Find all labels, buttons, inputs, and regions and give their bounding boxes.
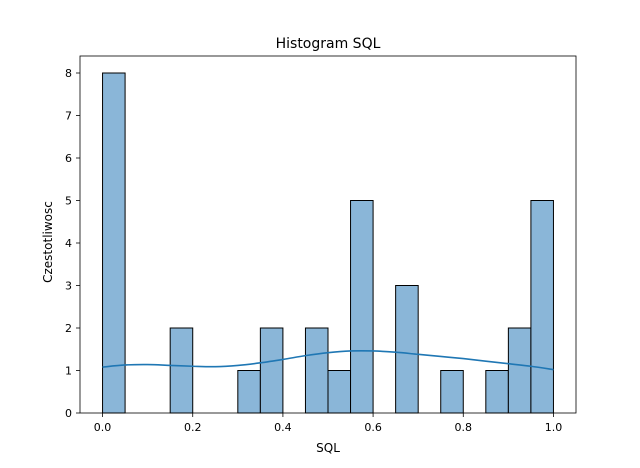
x-tick-label: 1.0 [545, 421, 563, 434]
y-tick-label: 2 [65, 322, 72, 335]
histogram-bar [237, 370, 261, 414]
histogram-bar [395, 285, 419, 414]
histogram-bar [440, 370, 464, 414]
x-axis-label: SQL [316, 441, 340, 455]
y-tick-label: 4 [65, 237, 72, 250]
y-tick-label: 1 [65, 365, 72, 378]
histogram-bar [507, 327, 532, 414]
kde-layer [102, 349, 554, 371]
x-tick-label: 0.0 [94, 421, 112, 434]
y-tick-label: 6 [65, 152, 72, 165]
kde-line [102, 349, 554, 371]
histogram-bar [102, 72, 126, 414]
y-tick-label: 8 [65, 67, 72, 80]
y-axis-label: Czestotliwosc [41, 201, 55, 283]
x-tick-label: 0.2 [184, 421, 202, 434]
histogram-bar [304, 327, 329, 414]
histogram-bar [350, 200, 374, 414]
histogram-bar [327, 370, 352, 414]
plot-frame [79, 55, 577, 414]
y-axis-ticks: 0 1 2 3 4 5 6 7 8 [65, 67, 80, 420]
x-tick-label: 0.6 [364, 421, 382, 434]
y-tick-label: 5 [65, 195, 72, 208]
histogram-bar [259, 327, 284, 414]
x-axis-ticks: 0.0 0.2 0.4 0.6 0.8 1.0 [94, 413, 562, 434]
histogram-bar [169, 327, 194, 414]
y-tick-label: 3 [65, 280, 72, 293]
histogram-bar [485, 370, 509, 414]
x-tick-label: 0.8 [455, 421, 473, 434]
chart-title: Histogram SQL [276, 36, 381, 52]
histogram-bar [530, 200, 554, 414]
y-tick-label: 0 [65, 407, 72, 420]
x-tick-label: 0.4 [274, 421, 292, 434]
y-tick-label: 7 [65, 110, 72, 123]
